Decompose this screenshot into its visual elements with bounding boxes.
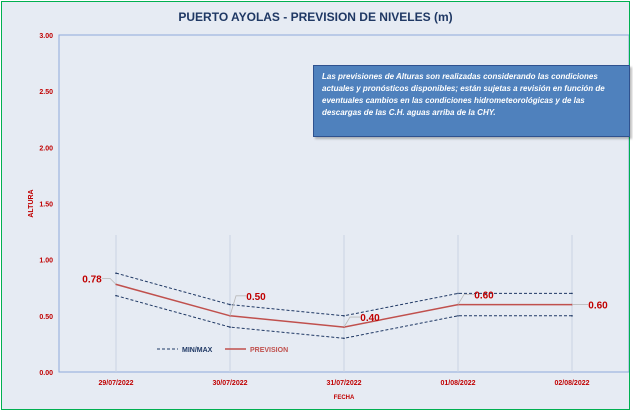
data-label: 0.50 <box>246 292 266 303</box>
data-label: 0.60 <box>588 301 608 312</box>
legend-label-minmax: MIN/MAX <box>182 347 213 354</box>
data-label-leader <box>229 295 246 316</box>
minmax-point <box>571 315 573 317</box>
legend-label-prevision: PREVISION <box>250 347 288 354</box>
minmax-point <box>571 292 573 295</box>
y-tick-label: 0.00 <box>39 370 53 377</box>
data-label: 0.60 <box>474 291 494 302</box>
y-tick-label: 1.50 <box>39 202 53 209</box>
note-box: Las previsiones de Alturas son realizada… <box>313 65 630 137</box>
minmax-point <box>229 326 231 328</box>
y-tick-label: 3.00 <box>39 33 53 40</box>
y-tick-label: 0.50 <box>39 314 53 321</box>
y-axis-title: ALTURA <box>28 189 35 217</box>
minmax-point <box>457 292 459 295</box>
data-label-leader <box>457 294 474 305</box>
data-label-leader <box>343 316 360 328</box>
x-axis-title: FECHA <box>334 395 355 401</box>
chart-title: PUERTO AYOLAS - PREVISION DE NIVELES (m) <box>178 10 453 24</box>
x-tick-label: 29/07/2022 <box>98 380 133 387</box>
minmax-point <box>457 315 459 317</box>
x-tick-label: 30/07/2022 <box>212 380 247 387</box>
x-tick-label: 31/07/2022 <box>326 380 361 387</box>
data-label: 0.78 <box>82 274 102 285</box>
minmax-point <box>343 337 345 340</box>
minmax-point <box>229 303 231 306</box>
minmax-point <box>343 315 345 317</box>
x-tick-label: 02/08/2022 <box>554 380 589 387</box>
data-label: 0.40 <box>360 313 380 324</box>
y-tick-label: 2.50 <box>39 89 53 96</box>
x-tick-label: 01/08/2022 <box>440 380 475 387</box>
y-tick-label: 2.00 <box>39 145 53 152</box>
minmax-point <box>115 294 117 297</box>
data-label-leader <box>102 277 117 285</box>
y-tick-label: 1.00 <box>39 258 53 265</box>
chart-plot: 0.00 0.50 1.00 1.50 2.00 2.50 3.00 29/07/2022 30… <box>28 33 629 401</box>
minmax-point <box>115 272 117 274</box>
